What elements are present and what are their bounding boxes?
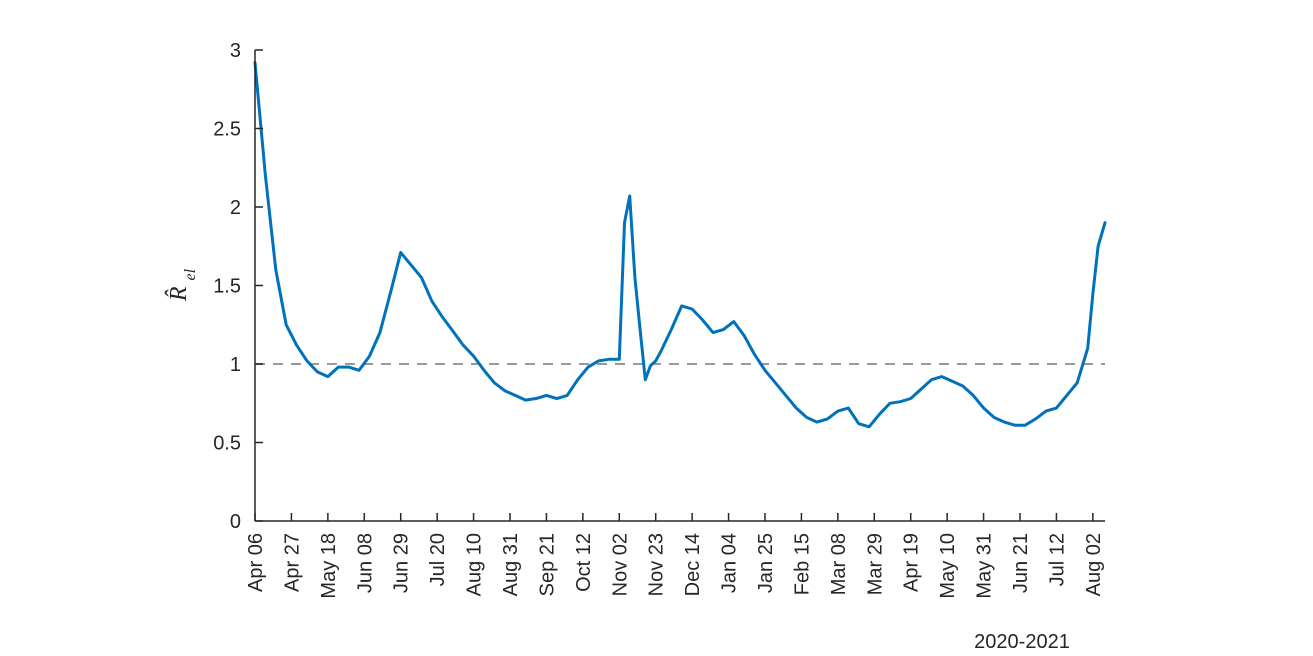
x-tick-label: Apr 27	[281, 533, 303, 592]
y-tick-label: 0.5	[213, 433, 241, 455]
y-tick-label: 2.5	[213, 119, 241, 141]
x-tick-label: Mar 29	[864, 533, 886, 595]
x-tick-label: Aug 02	[1083, 533, 1105, 596]
y-axis-label-sub: el	[182, 268, 199, 280]
x-tick-label: May 31	[974, 533, 996, 599]
x-tick-label: Feb 15	[791, 533, 813, 595]
y-axis-label: R̂ el	[165, 268, 198, 302]
y-tick-label: 3	[230, 40, 241, 62]
x-tick-label: Dec 14	[682, 533, 704, 596]
y-tick-label: 2	[230, 197, 241, 219]
x-tick-label: Mar 08	[828, 533, 850, 595]
y-tick-label: 0	[230, 511, 241, 533]
y-axis-label-main: R̂	[165, 286, 192, 302]
x-axis-label: 2020-2021	[974, 631, 1070, 653]
x-tick-label: Aug 31	[500, 533, 522, 596]
x-tick-label: May 10	[937, 533, 959, 599]
x-ticks: Apr 06 Apr 27 May 18 Jun 08 Jun 29 Jul 20 Aug …	[245, 513, 1105, 599]
x-tick-label: Jun 08	[354, 533, 376, 593]
x-tick-label: Apr 06	[245, 533, 267, 592]
x-tick-label: Jan 25	[755, 533, 777, 593]
x-tick-label: May 18	[318, 533, 340, 599]
x-tick-label: Jan 04	[719, 533, 741, 593]
x-tick-label: Jun 21	[1010, 533, 1032, 593]
x-tick-label: Apr 19	[901, 533, 923, 592]
x-tick-label: Nov 02	[609, 533, 631, 596]
y-tick-label: 1.5	[213, 276, 241, 298]
x-tick-label: Sep 21	[536, 533, 558, 596]
x-tick-label: Jul 20	[427, 533, 449, 586]
x-tick-label: Nov 23	[646, 533, 668, 596]
x-tick-label: Jul 12	[1046, 533, 1068, 586]
y-tick-label: 1	[230, 354, 241, 376]
x-tick-label: Oct 12	[573, 533, 595, 592]
x-tick-label: Jun 29	[391, 533, 413, 593]
series-line	[253, 61, 1107, 429]
y-ticks: 0 0.5 1 1.5 2 2.5 3	[213, 40, 263, 533]
x-tick-label: Aug 10	[464, 533, 486, 596]
